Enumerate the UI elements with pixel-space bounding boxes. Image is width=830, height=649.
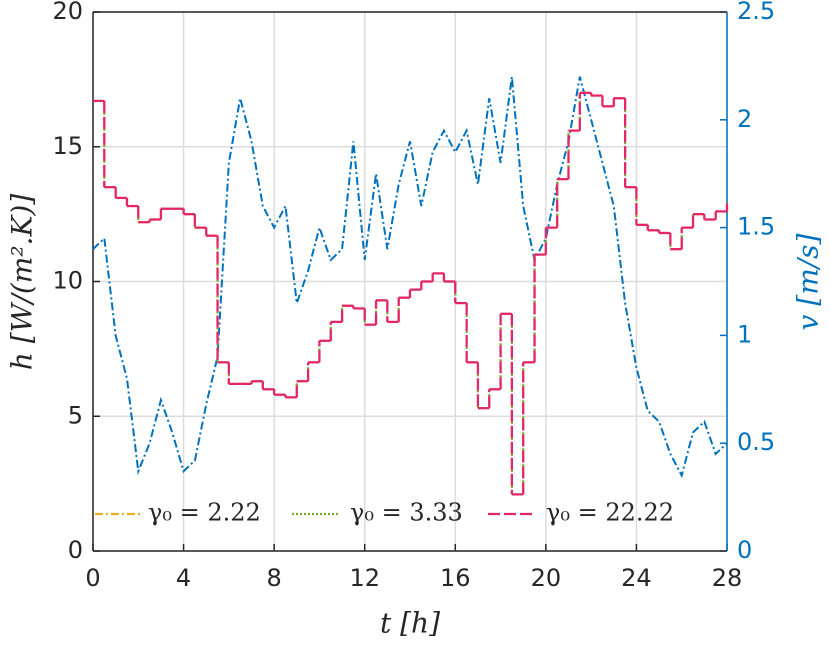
- x-tick-label: 20: [531, 564, 562, 592]
- y-tick-label: 5: [68, 401, 83, 429]
- legend-label: γ₀ = 22.22: [546, 499, 674, 527]
- x-tick-label: 0: [85, 564, 100, 592]
- y2-tick-label: 1.5: [737, 213, 775, 241]
- y2-tick-label: 1: [737, 320, 752, 348]
- legend-label: γ₀ = 3.33: [350, 499, 463, 527]
- x-tick-label: 4: [176, 564, 191, 592]
- y2-tick-label: 2.5: [737, 0, 775, 25]
- x-tick-label: 24: [621, 564, 652, 592]
- y-tick-label: 10: [52, 267, 83, 295]
- y2-tick-label: 0: [737, 536, 752, 564]
- y-tick-label: 15: [52, 132, 83, 160]
- x-tick-label: 28: [712, 564, 743, 592]
- x-tick-label: 8: [267, 564, 282, 592]
- y2-axis-label: v [m/s]: [792, 233, 825, 330]
- y-axis-label: h [W/(m².K)]: [6, 194, 39, 371]
- y-tick-label: 20: [52, 0, 83, 25]
- x-tick-label: 16: [440, 564, 471, 592]
- x-tick-label: 12: [349, 564, 380, 592]
- line-series: [92, 76, 728, 479]
- y2-tick-label: 2: [737, 105, 752, 133]
- y-tick-label: 0: [68, 536, 83, 564]
- legend-label: γ₀ = 2.22: [148, 499, 261, 527]
- y2-tick-label: 0.5: [737, 428, 775, 456]
- x-axis-label: t [h]: [380, 607, 440, 640]
